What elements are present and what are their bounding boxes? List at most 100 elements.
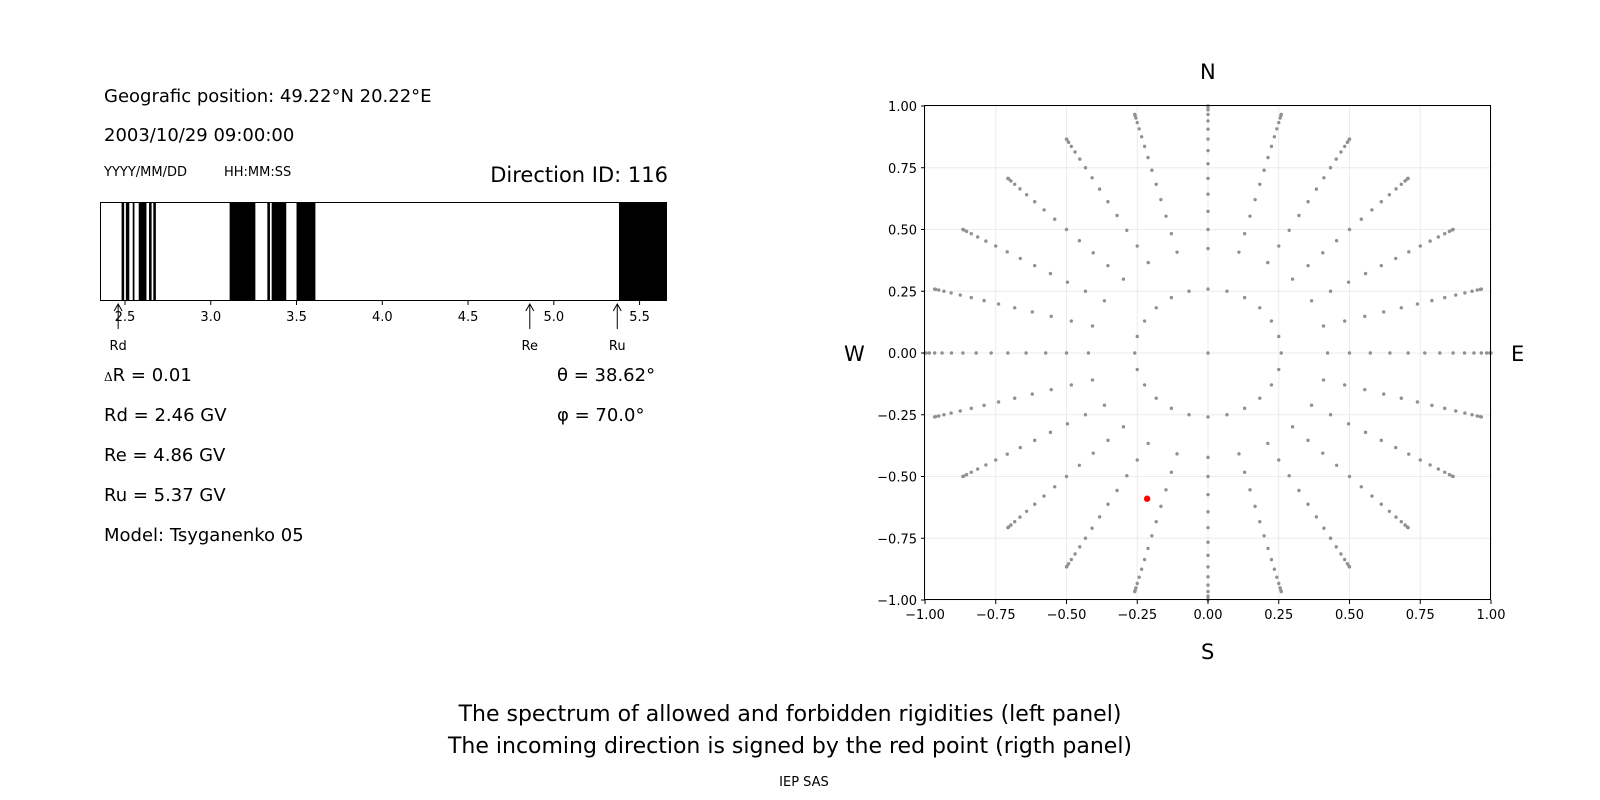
direction-point bbox=[1277, 458, 1281, 462]
direction-point bbox=[1206, 209, 1210, 214]
direction-point bbox=[964, 472, 969, 477]
x-tick-label: −0.25 bbox=[1117, 608, 1157, 623]
direction-point bbox=[1334, 239, 1339, 243]
direction-point bbox=[1135, 120, 1139, 125]
direction-point bbox=[1379, 200, 1384, 204]
direction-point bbox=[1121, 277, 1126, 281]
direction-point bbox=[1206, 148, 1210, 153]
re-value: Re = 4.86 GV bbox=[104, 445, 226, 466]
spectrum-frame bbox=[100, 202, 667, 301]
direction-point bbox=[1463, 411, 1467, 415]
x-tick-label: −0.50 bbox=[1047, 608, 1087, 623]
direction-point bbox=[1328, 413, 1333, 417]
direction-point bbox=[1275, 127, 1279, 131]
direction-point bbox=[1115, 488, 1119, 493]
direction-point bbox=[1154, 520, 1158, 524]
direction-point bbox=[975, 235, 980, 239]
direction-point bbox=[996, 400, 1001, 404]
direction-point bbox=[1134, 116, 1138, 120]
direction-point bbox=[949, 351, 954, 355]
direction-point bbox=[1013, 520, 1017, 524]
direction-point bbox=[1447, 472, 1452, 477]
direction-point bbox=[1090, 378, 1095, 382]
direction-point bbox=[961, 474, 965, 479]
y-tick-label: 1.00 bbox=[888, 100, 917, 115]
spectrum-tick-label: 2.5 bbox=[115, 310, 136, 325]
direction-point bbox=[1242, 406, 1247, 411]
direction-point bbox=[1064, 227, 1069, 232]
direction-point bbox=[1382, 392, 1386, 396]
direction-point bbox=[982, 403, 986, 408]
direction-point bbox=[1064, 474, 1069, 479]
direction-point bbox=[937, 288, 941, 292]
direction-point bbox=[1013, 306, 1017, 310]
direction-point bbox=[1048, 430, 1053, 435]
direction-point bbox=[1225, 289, 1229, 293]
direction-point bbox=[1142, 319, 1147, 323]
direction-point bbox=[1206, 474, 1210, 479]
direction-point bbox=[1135, 581, 1139, 586]
direction-point bbox=[1206, 127, 1210, 131]
direction-point bbox=[1462, 351, 1467, 355]
direction-point bbox=[1306, 502, 1310, 506]
direction-point bbox=[1206, 192, 1210, 196]
direction-point bbox=[1086, 351, 1091, 355]
direction-point bbox=[1024, 509, 1029, 513]
direction-point bbox=[1030, 310, 1034, 314]
direction-point bbox=[1278, 116, 1282, 120]
direction-id: Direction ID: 116 bbox=[490, 163, 668, 187]
direction-point bbox=[1206, 351, 1210, 355]
direction-point bbox=[1387, 193, 1392, 197]
direction-point bbox=[1024, 351, 1028, 355]
direction-point bbox=[1006, 176, 1010, 181]
direction-point bbox=[1339, 150, 1343, 154]
direction-point bbox=[1314, 515, 1319, 519]
direction-point bbox=[1346, 280, 1351, 284]
direction-point bbox=[1024, 193, 1029, 197]
direction-point bbox=[1137, 127, 1141, 131]
scatter-x-axis: −1.00 −0.75 −0.50 −0.25 0.00 0.25 0.50 0.75 1.00 bbox=[905, 600, 1505, 623]
direction-point bbox=[1347, 474, 1352, 479]
direction-point bbox=[1328, 289, 1333, 293]
direction-point bbox=[1121, 425, 1126, 429]
direction-point bbox=[1472, 351, 1476, 355]
marker-label-ru: Ru bbox=[609, 339, 626, 354]
y-tick-label: 0.25 bbox=[888, 285, 917, 300]
direction-point bbox=[1005, 452, 1009, 456]
direction-point bbox=[1018, 187, 1022, 191]
direction-point bbox=[1150, 168, 1154, 172]
direction-point bbox=[1053, 485, 1057, 489]
direction-point bbox=[1042, 208, 1046, 212]
direction-point bbox=[1090, 324, 1095, 328]
forbidden-band bbox=[125, 203, 130, 301]
direction-point bbox=[1077, 239, 1082, 243]
direction-point bbox=[1077, 463, 1082, 467]
direction-point bbox=[1206, 455, 1210, 460]
direction-point bbox=[1363, 387, 1367, 392]
direction-point bbox=[1262, 168, 1266, 172]
model-name: Model: Tsyganenko 05 bbox=[104, 525, 304, 546]
direction-point bbox=[1342, 557, 1347, 562]
direction-point bbox=[1363, 271, 1368, 276]
direction-point bbox=[1115, 213, 1119, 218]
theta-value: θ = 38.62° bbox=[557, 365, 656, 386]
direction-point bbox=[1206, 112, 1210, 117]
direction-point bbox=[1078, 545, 1082, 549]
direction-point bbox=[1146, 546, 1150, 551]
direction-point bbox=[1005, 250, 1009, 254]
direction-point bbox=[1399, 182, 1403, 186]
spectrum-x-axis: 2.5 3.0 3.5 4.0 4.5 5.0 5.5 bbox=[115, 301, 650, 325]
y-tick-label: −0.25 bbox=[877, 409, 917, 424]
forbidden-band bbox=[271, 203, 287, 301]
direction-point bbox=[1083, 166, 1088, 170]
direction-point bbox=[1069, 144, 1074, 149]
compass-east: E bbox=[1511, 342, 1525, 366]
spectrum-tick-label: 3.5 bbox=[286, 310, 307, 325]
direction-point bbox=[1225, 413, 1229, 417]
direction-point bbox=[1091, 251, 1095, 255]
direction-point bbox=[932, 287, 937, 291]
direction-point bbox=[942, 289, 946, 293]
direction-point bbox=[1287, 228, 1291, 233]
spectrum-tick-label: 5.5 bbox=[629, 310, 650, 325]
direction-point bbox=[1091, 451, 1095, 455]
